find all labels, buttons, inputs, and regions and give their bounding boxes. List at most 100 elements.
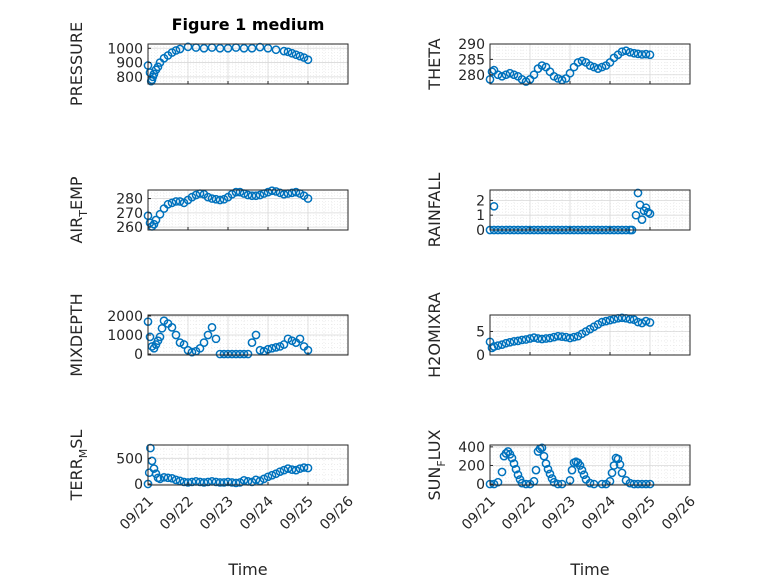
- data-point: [163, 199, 173, 209]
- data-point: [263, 472, 273, 482]
- data-point: [505, 68, 515, 78]
- subplot-rainfall: 012 RAINFALL: [425, 173, 691, 247]
- data-point: [235, 349, 245, 359]
- data-point: [561, 332, 571, 342]
- data-point: [163, 473, 173, 483]
- y-tick-label: 260: [116, 220, 143, 236]
- data-point: [537, 334, 547, 344]
- data-point: [597, 479, 607, 489]
- data-point: [211, 477, 221, 487]
- data-point: [203, 477, 213, 487]
- data-point: [167, 473, 177, 483]
- data-point: [507, 453, 517, 463]
- data-point: [303, 463, 313, 473]
- data-point: [573, 58, 583, 67]
- subplot-h2omixra: 0 5 H2OMIXRA: [425, 292, 691, 378]
- axes-box: [489, 43, 691, 85]
- data-point: [633, 479, 643, 489]
- data-point: [175, 197, 185, 206]
- data-point: [171, 475, 181, 485]
- data-point: [633, 317, 643, 327]
- data-point: [175, 44, 185, 54]
- data-point: [641, 49, 651, 59]
- data-point: [641, 203, 651, 213]
- data-point: [199, 338, 209, 347]
- data-point: [279, 189, 289, 199]
- x-tick-label: 09/26: [317, 493, 357, 533]
- data-point: [553, 331, 563, 341]
- data-point: [149, 69, 159, 79]
- data-point: [203, 330, 213, 340]
- data-point: [145, 332, 155, 342]
- data-point: [291, 465, 301, 475]
- data-point: [497, 340, 507, 349]
- data-point: [549, 332, 559, 342]
- data-point: [191, 190, 201, 200]
- data-point: [597, 62, 607, 72]
- data-point: [549, 477, 559, 487]
- data-point: [629, 479, 639, 489]
- data-point: [231, 187, 241, 197]
- data-point: [577, 56, 587, 66]
- y-tick-label: 0: [134, 347, 143, 363]
- data-point: [505, 337, 515, 347]
- y-tick-label: 0: [134, 477, 143, 493]
- data-point: [275, 467, 285, 477]
- data-point: [149, 219, 159, 229]
- data-point: [271, 45, 281, 55]
- y-tick-label: 5: [476, 324, 485, 340]
- data-point: [291, 187, 301, 197]
- data-point: [625, 47, 635, 57]
- axes-box: [489, 314, 691, 356]
- y-axis-label: THETA: [425, 38, 444, 90]
- data-point: [251, 330, 261, 340]
- data-point: [183, 42, 193, 52]
- data-point: [637, 479, 647, 489]
- data-point: [153, 62, 163, 72]
- y-tick-label: 200: [458, 458, 485, 474]
- data-point: [645, 318, 655, 327]
- data-point: [553, 479, 563, 489]
- y-tick-label: 0: [476, 223, 485, 239]
- data-point: [283, 464, 293, 473]
- data-point: [167, 323, 177, 332]
- data-point: [501, 449, 511, 458]
- data-point: [637, 215, 647, 224]
- data-point: [541, 459, 551, 468]
- y-tick-label: 400: [458, 440, 485, 456]
- data-point: [513, 336, 523, 346]
- x-tick-label: 09/25: [277, 494, 317, 534]
- data-point: [593, 64, 603, 73]
- y-tick-label: 800: [116, 70, 143, 86]
- y-tick-label: 2: [476, 193, 485, 209]
- data-point: [146, 443, 155, 453]
- data-point: [493, 70, 503, 80]
- data-point: [577, 465, 587, 475]
- y-axis-label: MIXDEPTH: [67, 293, 86, 376]
- data-point: [589, 62, 599, 72]
- data-point: [279, 340, 289, 349]
- data-point: [585, 61, 595, 70]
- x-tick-label: 09/23: [197, 494, 237, 534]
- data-point: [231, 349, 241, 359]
- y-tick-label: 1: [476, 208, 485, 224]
- data-point: [157, 323, 167, 333]
- data-point: [263, 43, 273, 53]
- data-point: [601, 316, 611, 326]
- axes-box: [147, 444, 349, 486]
- data-point: [287, 48, 297, 58]
- y-axis-label: TERRMSL: [67, 430, 90, 502]
- data-point: [199, 478, 209, 487]
- x-tick-label: 09/21: [117, 494, 157, 534]
- data-point: [271, 343, 281, 352]
- data-point: [183, 478, 193, 487]
- data-point: [633, 49, 643, 59]
- data-point: [501, 338, 511, 348]
- y-tick-label: 280: [116, 192, 143, 208]
- data-point: [243, 349, 253, 359]
- x-tick-label: 09/21: [459, 494, 499, 534]
- data-point: [625, 314, 635, 324]
- data-point: [501, 70, 511, 80]
